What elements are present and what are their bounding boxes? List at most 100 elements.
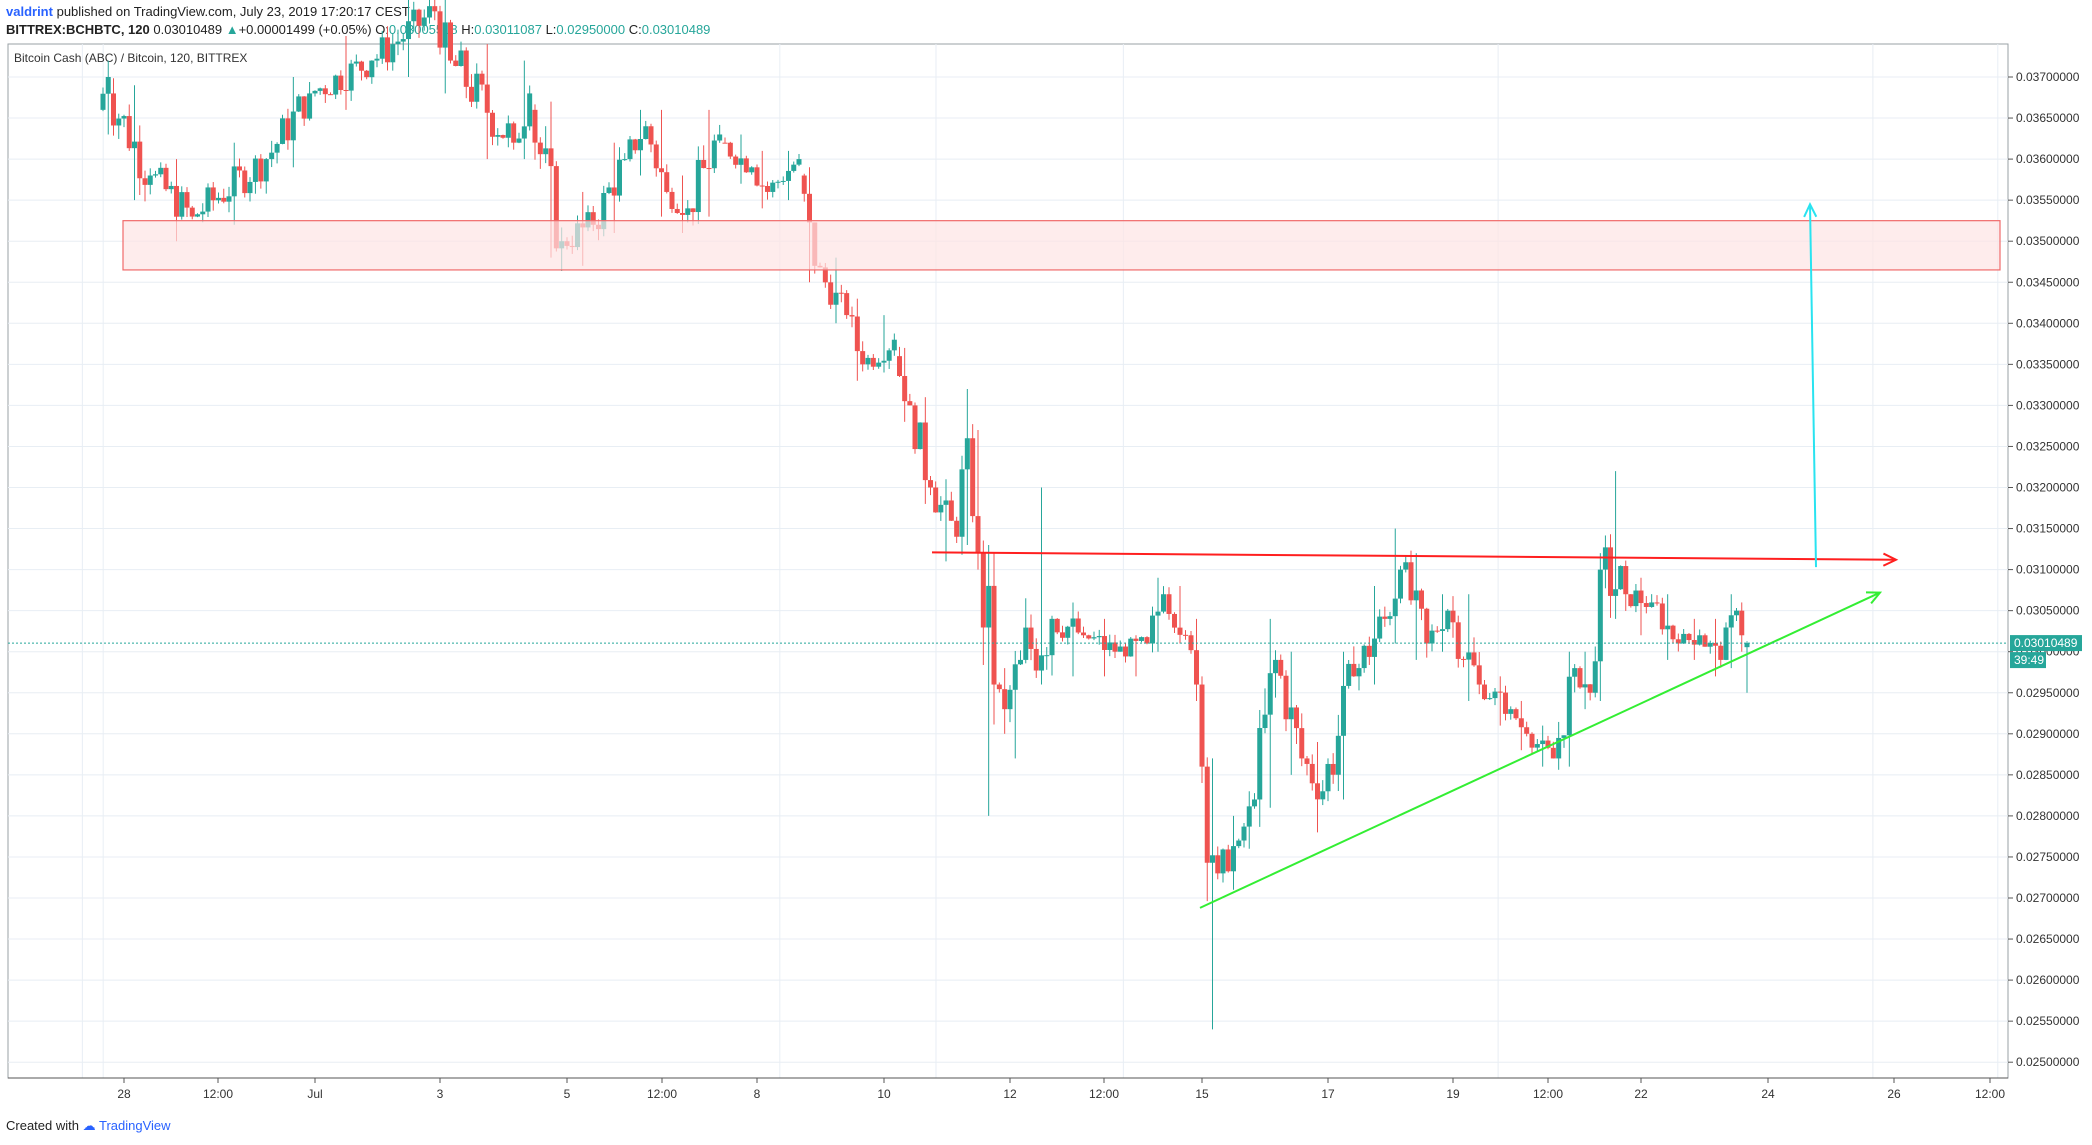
author-name[interactable]: valdrint — [6, 4, 53, 19]
candle-body — [881, 360, 887, 363]
created-with-label: Created with — [6, 1118, 79, 1133]
y-tick-label: 0.02600000 — [2016, 973, 2080, 987]
candle-body — [258, 158, 264, 182]
candle-body — [711, 140, 717, 169]
candle-body — [200, 211, 206, 215]
candle-body — [1649, 602, 1655, 607]
candle-body — [343, 89, 349, 91]
candle-body — [1513, 709, 1519, 719]
support-line[interactable] — [1199, 591, 1881, 909]
candle-body — [416, 9, 422, 26]
candle-body — [1215, 855, 1221, 874]
price-change: +0.00001499 (+0.05%) — [238, 22, 372, 37]
candle-body — [664, 172, 670, 192]
y-tick-label: 0.03400000 — [2016, 316, 2080, 330]
candle-body — [743, 158, 749, 173]
candle-body — [701, 159, 707, 169]
candle-body — [669, 191, 675, 209]
candle-body — [1413, 590, 1419, 601]
resistance-line[interactable] — [931, 551, 1897, 561]
candle-body — [791, 164, 797, 171]
candle-body — [1382, 616, 1388, 619]
candle-body — [1618, 566, 1624, 590]
candle-body — [706, 168, 712, 170]
candle-body — [870, 357, 876, 367]
candle-body — [242, 170, 248, 194]
candle-body — [400, 39, 406, 42]
candle-body — [142, 178, 148, 185]
candle-body — [933, 487, 939, 513]
y-tick-label: 0.02500000 — [2016, 1055, 2080, 1069]
candle-body — [1315, 783, 1320, 800]
candle-body — [770, 182, 776, 192]
candle-body — [643, 126, 649, 139]
candle-body — [1278, 659, 1284, 676]
candle-body — [1691, 640, 1697, 645]
candle-body — [1482, 684, 1487, 700]
candle-body — [1330, 763, 1336, 775]
tradingview-logo-icon: ☁ — [82, 1118, 96, 1133]
candle-body — [1335, 735, 1341, 775]
candle-body — [495, 135, 501, 137]
support-line-head — [1865, 591, 1883, 605]
y-tick-label: 0.02950000 — [2016, 686, 2080, 700]
candle-body — [274, 143, 280, 153]
candle-body — [511, 123, 517, 143]
candle-body — [121, 116, 127, 119]
x-tick-label: 17 — [1321, 1087, 1335, 1101]
candle-body — [1643, 603, 1649, 607]
candle-body — [1086, 635, 1092, 639]
candle-body — [1582, 684, 1588, 688]
candle-body — [505, 123, 511, 138]
candle-body — [1023, 627, 1029, 660]
candle-body — [1623, 566, 1629, 595]
candle-body — [796, 159, 802, 165]
candle-body — [1686, 633, 1692, 641]
candle-body — [448, 22, 453, 61]
candle-body — [290, 111, 296, 141]
candle-body — [775, 181, 781, 183]
x-tick-label: 12:00 — [1533, 1087, 1563, 1101]
high-label: H: — [461, 22, 475, 37]
candle-body — [158, 167, 164, 175]
candle-body — [111, 93, 116, 126]
low-value: 0.02950000 — [556, 22, 626, 37]
candle-body — [1508, 709, 1514, 714]
candle-body — [1236, 840, 1242, 847]
candle-body — [317, 88, 323, 91]
candle-body — [838, 292, 844, 294]
candle-body — [1210, 855, 1215, 863]
last-price: 0.03010489 — [153, 22, 223, 37]
tradingview-brand[interactable]: TradingView — [99, 1118, 171, 1133]
candle-body — [601, 193, 607, 230]
y-tick-label: 0.02650000 — [2016, 932, 2080, 946]
y-tick-label: 0.03550000 — [2016, 193, 2080, 207]
target-arrow[interactable] — [1809, 204, 1817, 568]
candle-body — [1044, 655, 1050, 657]
candle-body — [1267, 673, 1273, 715]
candle-body — [553, 166, 559, 249]
candle-body — [1403, 562, 1409, 570]
candle-body — [269, 152, 275, 160]
candle-body — [479, 73, 485, 85]
y-tick-label: 0.02550000 — [2016, 1014, 2080, 1028]
candle-body — [322, 88, 328, 95]
y-tick-label: 0.03700000 — [2016, 70, 2080, 84]
y-tick-label: 0.03150000 — [2016, 522, 2080, 536]
candle-body — [780, 180, 786, 182]
candle-body — [1497, 691, 1503, 693]
candle-body — [727, 142, 733, 157]
candle-body — [1246, 806, 1252, 827]
candle-body — [226, 196, 232, 202]
candle-body — [1713, 642, 1718, 646]
candle-body — [754, 167, 760, 186]
candle-body — [1123, 646, 1128, 657]
resistance-zone[interactable] — [122, 220, 2001, 271]
candle-body — [126, 116, 132, 149]
candle-body — [1613, 589, 1619, 596]
candle-body — [205, 187, 211, 212]
candle-body — [296, 96, 302, 112]
candle-body — [1252, 799, 1257, 807]
x-tick-label: 12 — [1003, 1087, 1017, 1101]
